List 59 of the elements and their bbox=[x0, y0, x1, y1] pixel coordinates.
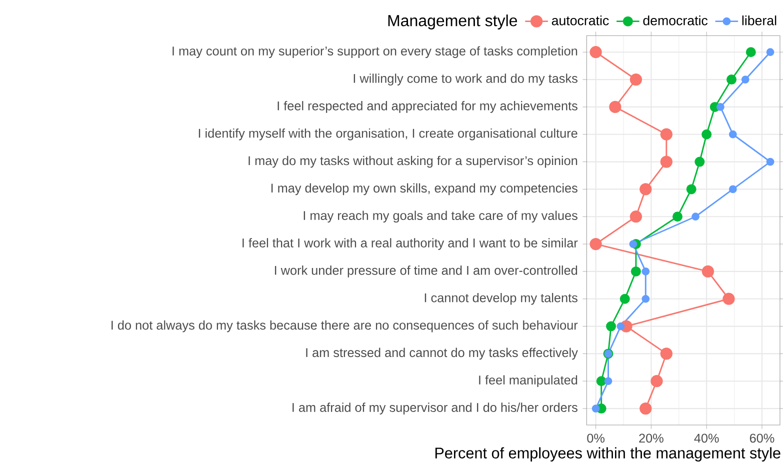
y-tick-label: I may do my tasks without asking for a supervisor’s opinion bbox=[248, 156, 578, 168]
point bbox=[728, 185, 737, 194]
y-tick-label: I am afraid of my supervisor and I do his/her orders bbox=[292, 402, 578, 414]
point bbox=[604, 377, 612, 386]
y-tick-label: I identify myself with the organisation, I create organisational culture bbox=[198, 128, 578, 140]
point bbox=[630, 266, 641, 276]
point bbox=[702, 265, 714, 278]
point bbox=[722, 292, 735, 305]
point bbox=[629, 240, 638, 248]
point bbox=[660, 348, 672, 360]
point bbox=[650, 375, 663, 388]
point bbox=[726, 74, 737, 85]
y-tick-label: I willingly come to work and do my tasks bbox=[354, 74, 578, 86]
point bbox=[746, 47, 756, 58]
legend-label: autocratic bbox=[552, 15, 609, 26]
point bbox=[672, 212, 682, 222]
legend-title: Management style bbox=[388, 14, 518, 30]
point bbox=[630, 73, 642, 86]
point bbox=[592, 404, 600, 412]
x-axis-title: Percent of employees within the management style bbox=[435, 447, 780, 462]
point bbox=[620, 294, 630, 304]
point bbox=[728, 130, 737, 138]
x-tick-label: 40% bbox=[694, 434, 719, 443]
point bbox=[609, 100, 622, 114]
point bbox=[660, 156, 672, 168]
y-tick-label: I feel that I work with a real authority and I want to be similar bbox=[242, 238, 578, 250]
point bbox=[766, 48, 774, 56]
point bbox=[686, 184, 696, 194]
y-tick-label: I work under pressure of time and I am over-controlled bbox=[274, 266, 578, 278]
y-tick-label: I do not always do my tasks because there are no consequences of such behaviour bbox=[112, 320, 578, 332]
point bbox=[642, 268, 650, 276]
y-tick-label: I feel respected and appreciated for my achievements bbox=[278, 101, 578, 113]
x-tick-label: 0% bbox=[587, 434, 604, 443]
x-tick-label: 60% bbox=[750, 434, 774, 443]
point bbox=[596, 376, 606, 386]
point bbox=[640, 402, 652, 415]
point bbox=[766, 158, 774, 166]
legend-label: liberal bbox=[742, 15, 776, 26]
y-tick-label: I am stressed and cannot do my tasks effectively bbox=[306, 348, 578, 360]
point bbox=[640, 183, 652, 196]
point bbox=[702, 129, 712, 140]
point bbox=[616, 322, 625, 330]
point bbox=[642, 294, 650, 303]
point bbox=[741, 76, 750, 84]
x-tick-label: 20% bbox=[639, 434, 664, 443]
y-tick-label: I cannot develop my talents bbox=[424, 292, 578, 305]
point bbox=[694, 156, 705, 167]
point bbox=[716, 103, 724, 111]
y-tick-label: I may develop my own skills, expand my competencies bbox=[271, 183, 578, 196]
y-tick-label: I feel manipulated bbox=[479, 375, 578, 388]
legend-label: democratic bbox=[643, 15, 708, 26]
y-tick-label: I may count on my superior’s support on every stage of tasks completion bbox=[172, 46, 578, 58]
point bbox=[692, 212, 700, 221]
point bbox=[590, 46, 602, 58]
point bbox=[630, 210, 642, 223]
point bbox=[590, 238, 602, 250]
point bbox=[606, 321, 616, 332]
point bbox=[660, 128, 672, 140]
y-tick-label: I may reach my goals and take care of my values bbox=[304, 210, 578, 223]
